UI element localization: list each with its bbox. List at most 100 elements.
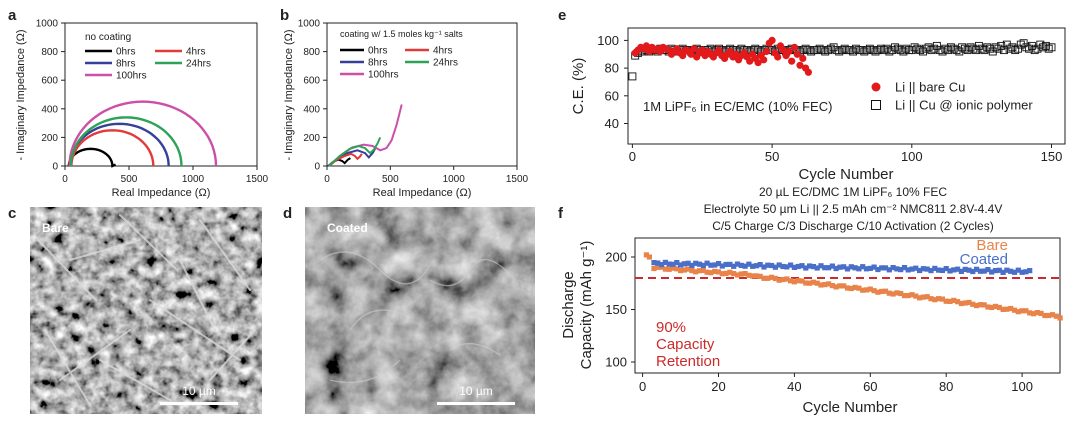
e-point-polymer	[1016, 40, 1025, 49]
panel-a-curves	[67, 100, 218, 168]
e-point-polymer	[1022, 43, 1031, 52]
f-point-coated	[719, 263, 725, 269]
f-point-coated	[689, 262, 695, 268]
a-legend-4hrs: 4hrs	[186, 47, 205, 58]
f-point-coated	[844, 266, 851, 272]
b-ylabel: - Imaginary Impedance (Ω)	[283, 29, 295, 160]
f-point-bare	[818, 282, 824, 288]
e-point-polymer	[840, 44, 849, 53]
f-point-bare	[646, 254, 652, 260]
f-point-coated	[901, 265, 908, 271]
e-point-polymer	[838, 46, 846, 55]
f-point-coated	[924, 266, 930, 272]
f-title-line2: Electrolyte 50 µm Li || 2.5 mAh cm⁻² NMC…	[704, 202, 1003, 216]
f-point-bare	[803, 280, 809, 286]
e-point-polymer	[924, 43, 933, 52]
e-point-bare	[762, 47, 771, 56]
f-point-coated	[951, 267, 957, 273]
panel-a-ticks	[61, 22, 258, 170]
e-ytick-80: 80	[605, 61, 619, 76]
f-point-coated	[746, 261, 752, 267]
e-annotation: 1M LiPF₆ in EC/EMC (10% FEC)	[643, 99, 832, 114]
f-point-coated	[989, 269, 995, 275]
a-xtick-1500: 1500	[246, 174, 269, 185]
f-point-bare	[996, 304, 1002, 311]
f-point-bare	[917, 295, 923, 301]
a-legend-8hrs: 8hrs	[116, 59, 135, 70]
f-point-coated	[791, 264, 797, 270]
panel-label-b: b	[280, 7, 289, 24]
f-point-bare	[901, 293, 908, 299]
a-xtick-1000: 1000	[182, 174, 205, 185]
f-point-coated	[822, 265, 828, 271]
e-point-polymer	[877, 44, 886, 53]
panel-b-curves	[327, 104, 403, 167]
e-point-polymer	[960, 44, 969, 53]
f-point-coated	[723, 261, 729, 268]
a-legend-24hrs: 24hrs	[186, 59, 211, 70]
f-point-coated	[996, 267, 1002, 273]
f-point-bare	[696, 268, 703, 274]
f-point-coated	[818, 263, 824, 269]
f-point-coated	[651, 260, 657, 266]
f-point-coated	[738, 262, 744, 268]
e-point-bare	[687, 50, 695, 58]
f-ylabel-line1: Discharge	[560, 271, 577, 339]
f-point-bare	[742, 271, 748, 277]
f-point-coated	[769, 262, 775, 269]
e-point-polymer	[851, 44, 860, 53]
b-legend-24hrs: 24hrs	[433, 58, 458, 69]
b-xlabel: Real Impedance (Ω)	[373, 187, 472, 199]
f-point-bare	[788, 278, 794, 284]
f-point-bare	[674, 266, 680, 272]
f-point-bare	[784, 276, 790, 282]
f-point-bare	[905, 293, 911, 299]
f-point-bare	[769, 274, 775, 280]
f-point-bare	[844, 285, 851, 291]
b-legend-8hrs: 8hrs	[368, 58, 387, 69]
sem-bare-image	[30, 207, 262, 414]
e-point-polymer	[1014, 44, 1022, 53]
f-point-bare	[753, 273, 760, 279]
f-point-coated	[674, 260, 680, 266]
f-point-bare	[1057, 315, 1063, 321]
f-point-bare	[886, 290, 892, 296]
f-point-coated	[685, 260, 691, 266]
f-point-bare	[970, 301, 976, 307]
f-point-bare	[734, 272, 741, 278]
a-ylabel: - Imaginary Impedance (Ω)	[15, 29, 27, 160]
e-xtick-150: 150	[1041, 149, 1063, 164]
e-point-polymer	[893, 44, 902, 53]
e-point-polymer	[849, 47, 858, 56]
e-point-polymer	[804, 46, 813, 55]
a-ytick-800: 800	[41, 47, 58, 58]
e-point-bare	[774, 53, 782, 61]
f-point-coated	[905, 267, 911, 273]
f-point-bare	[685, 266, 691, 272]
f-point-coated	[712, 262, 718, 268]
f-point-bare	[807, 280, 813, 286]
e-point-polymer	[910, 43, 919, 52]
e-point-polymer	[932, 41, 941, 50]
panel-e-points	[628, 36, 1056, 81]
f-point-coated	[666, 261, 672, 267]
e-point-polymer	[1019, 39, 1028, 48]
f-annotation-capacity: Capacity	[656, 336, 715, 353]
a-legend-title: no coating	[85, 32, 131, 43]
a-ytick-600: 600	[41, 76, 58, 87]
e-point-bare	[746, 57, 754, 65]
f-point-bare	[666, 266, 672, 272]
e-point-bare	[790, 43, 799, 51]
f-point-bare	[1042, 312, 1048, 319]
panel-label-d: d	[283, 205, 292, 222]
e-point-polymer	[966, 43, 975, 52]
e-point-bare	[779, 46, 787, 54]
f-point-bare	[928, 296, 934, 302]
f-point-bare	[974, 303, 980, 309]
f-point-bare	[738, 271, 744, 277]
f-point-bare	[837, 283, 843, 289]
f-point-bare	[791, 279, 797, 285]
f-point-coated	[1027, 268, 1033, 274]
f-point-coated	[795, 263, 801, 270]
